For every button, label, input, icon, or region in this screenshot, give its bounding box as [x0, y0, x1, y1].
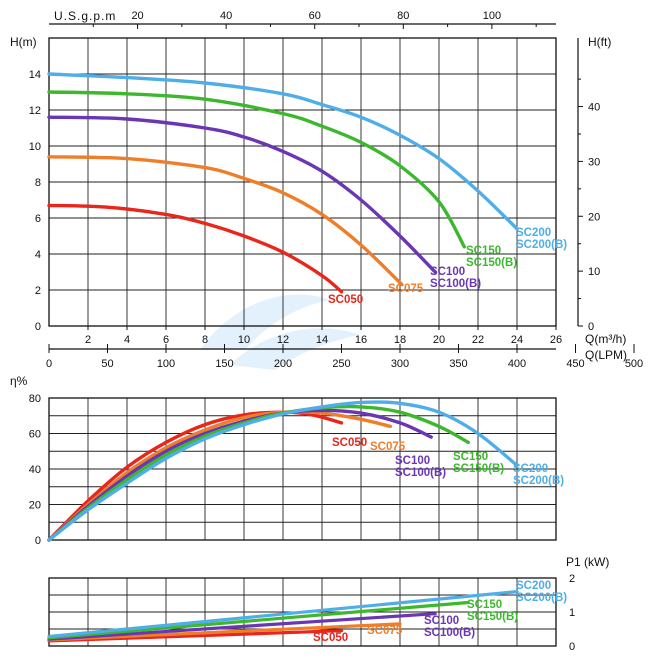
x-tick-label: 24	[511, 334, 523, 346]
right-tick-label: 0	[588, 321, 594, 333]
plot-frame	[48, 37, 557, 327]
y-tick-label: 6	[35, 213, 41, 225]
lpm-tick-label: 250	[332, 358, 350, 370]
series-line-sc050	[47, 410, 344, 542]
top-tick-label: 60	[309, 10, 321, 22]
efficiency-tick-label: 20	[29, 500, 41, 512]
lpm-tick-label: 0	[46, 358, 52, 370]
efficiency-tick-label: 80	[29, 393, 41, 405]
series-label-sc075: SC075	[388, 283, 424, 295]
series-label-sc200: SC200	[513, 463, 548, 475]
plot-frame	[48, 397, 557, 541]
x-tick-label: 4	[124, 334, 130, 346]
series-label-sc075: SC075	[367, 625, 403, 637]
lpm-tick-label: 500	[625, 358, 643, 370]
series-line-sc200	[47, 72, 519, 231]
series-label-sc100b: SC100(B)	[430, 278, 481, 290]
x-tick-label: 10	[238, 334, 250, 346]
series-line-sc200	[47, 400, 519, 542]
lpm-tick-label: 200	[274, 358, 292, 370]
y-tick-label: 10	[29, 141, 41, 153]
series-line-sc075	[47, 622, 402, 642]
series-label-sc200b: SC200(B)	[516, 592, 567, 604]
series-label-sc150b: SC150(B)	[453, 463, 504, 475]
top-axis-title: U.S.g.p.m	[54, 9, 116, 23]
top-tick-label: 100	[483, 10, 501, 22]
efficiency-tick-label: 60	[29, 429, 41, 441]
right-axis-title: H(ft)	[588, 35, 611, 49]
power-axis-title: P1 (kW)	[566, 555, 609, 569]
lpm-tick-label: 450	[566, 358, 584, 370]
series-label-sc100: SC100	[395, 455, 430, 467]
series-label-sc150b: SC150(B)	[466, 257, 517, 269]
y-tick-label: 0	[35, 321, 41, 333]
series-line-sc075	[47, 410, 392, 542]
series-line-sc150	[47, 600, 470, 640]
right-tick-label: 20	[588, 211, 600, 223]
series-line-sc100	[47, 612, 437, 641]
series-label-sc150: SC150	[466, 245, 501, 257]
power-tick-label: 0	[569, 641, 575, 653]
series-label-sc150b: SC150(B)	[467, 611, 518, 623]
lpm-tick-label: 350	[449, 358, 467, 370]
power-tick-label: 1	[569, 607, 575, 619]
y-tick-label: 12	[29, 105, 41, 117]
efficiency-axis-title: η%	[10, 374, 28, 388]
y-tick-label: 2	[35, 285, 41, 297]
right-tick-label: 30	[588, 156, 600, 168]
top-tick-label: 20	[131, 10, 143, 22]
lpm-tick-label: 400	[508, 358, 526, 370]
y-tick-label: 14	[29, 69, 41, 81]
x-tick-label: 6	[163, 334, 169, 346]
x-tick-label: 8	[202, 334, 208, 346]
series-line-sc200	[47, 590, 519, 639]
x-tick-label: 12	[277, 334, 289, 346]
series-line-sc150	[47, 90, 466, 249]
series-label-sc200b: SC200(B)	[516, 239, 567, 251]
series-label-sc200b: SC200(B)	[513, 475, 564, 487]
x-tick-label: 16	[355, 334, 367, 346]
series-label-sc150: SC150	[467, 599, 502, 611]
series-label-sc200: SC200	[516, 227, 551, 239]
series-label-sc050: SC050	[313, 632, 348, 644]
series-label-sc200: SC200	[516, 580, 551, 592]
y-tick-label: 4	[35, 249, 41, 261]
plot-frame	[48, 577, 557, 647]
series-line-sc075	[47, 155, 404, 287]
lpm-axis-title: Q(LPM)	[585, 348, 627, 362]
top-tick-label: 40	[220, 10, 232, 22]
right-tick-label: 40	[588, 102, 600, 114]
x-tick-label: 2	[85, 334, 91, 346]
series-label-sc100: SC100	[430, 266, 465, 278]
efficiency-tick-label: 0	[35, 535, 41, 547]
lpm-tick-label: 50	[101, 358, 113, 370]
series-label-sc100b: SC100(B)	[424, 627, 475, 639]
x-tick-label: 20	[433, 334, 445, 346]
x-axis-title: Q(m³/h)	[585, 332, 626, 346]
series-line-sc100	[47, 408, 433, 542]
right-tick-label: 10	[588, 266, 600, 278]
x-tick-label: 22	[472, 334, 484, 346]
lpm-tick-label: 300	[391, 358, 409, 370]
x-tick-label: 26	[550, 334, 562, 346]
y-tick-label: 8	[35, 177, 41, 189]
x-tick-label: 14	[316, 334, 328, 346]
lpm-tick-label: 100	[157, 358, 175, 370]
power-tick-label: 2	[569, 573, 575, 585]
y-axis-title: H(m)	[10, 35, 37, 49]
series-label-sc050: SC050	[328, 294, 363, 306]
lpm-tick-label: 150	[215, 358, 233, 370]
series-label-sc150: SC150	[453, 451, 488, 463]
efficiency-tick-label: 40	[29, 464, 41, 476]
series-label-sc100: SC100	[424, 615, 459, 627]
series-label-sc050: SC050	[332, 437, 367, 449]
top-tick-label: 80	[397, 10, 409, 22]
series-line-sc050	[47, 203, 344, 294]
series-label-sc075: SC075	[370, 441, 406, 453]
x-tick-label: 18	[394, 334, 406, 346]
series-label-sc100b: SC100(B)	[395, 467, 446, 479]
series-line-sc100	[47, 115, 437, 274]
